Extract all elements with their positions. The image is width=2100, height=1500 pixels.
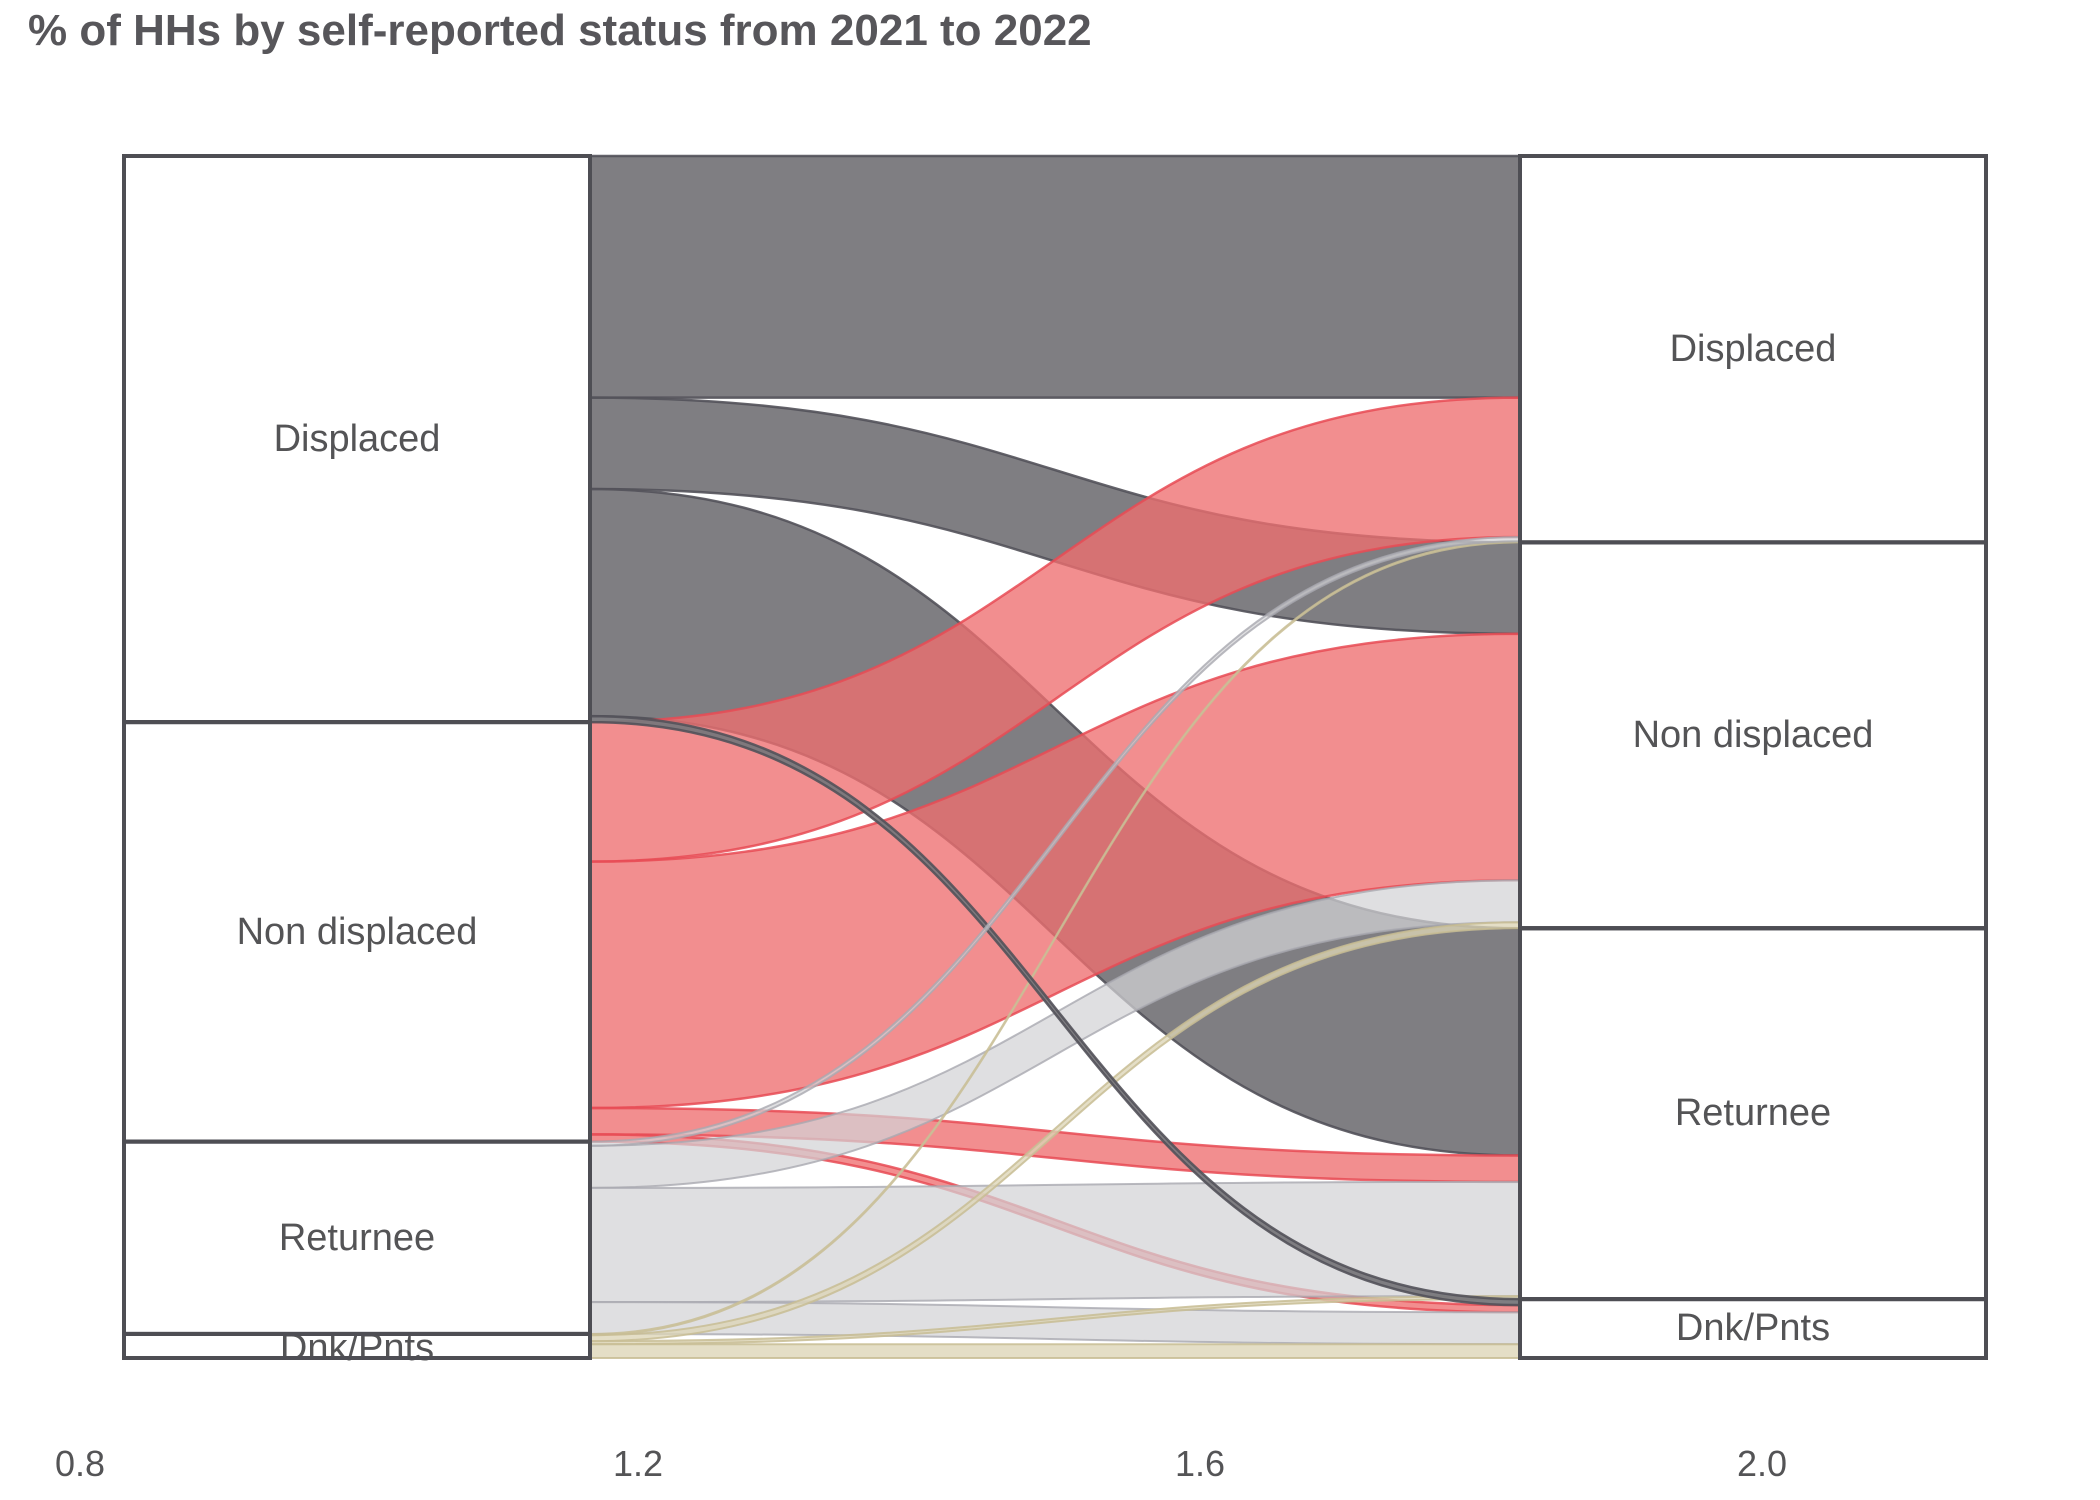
stratum-2021-non-displaced — [122, 720, 592, 1144]
chart-title: % of HHs by self-reported status from 20… — [28, 6, 1092, 55]
strata-boxes-layer — [122, 154, 1988, 1360]
x-tick-1-6: 1.6 — [1175, 1443, 1225, 1484]
right-stratum-label-displaced: Displaced — [1670, 328, 1837, 370]
right-stratum-label-dnk-pnts: Dnk/Pnts — [1676, 1307, 1830, 1349]
x-axis: 0.8 1.2 1.6 2.0 — [55, 1443, 1787, 1484]
x-tick-2-0: 2.0 — [1737, 1443, 1787, 1484]
left-stratum-label-returnee: Returnee — [279, 1217, 435, 1259]
left-stratum-label-displaced: Displaced — [274, 418, 441, 460]
stratum-2021-displaced — [122, 154, 592, 725]
flows-layer — [588, 154, 1522, 1360]
strata-borders-overlay — [122, 154, 1988, 1360]
stratum-2022-non-displaced — [1518, 540, 1988, 931]
stratum-2022-returnee — [1518, 926, 1988, 1302]
x-tick-0-8: 0.8 — [55, 1443, 105, 1484]
left-stratum-label-non-displaced: Non displaced — [237, 911, 478, 953]
flow-displaced-to-displaced — [588, 154, 1522, 399]
stratum-border-2021-dnk-pnts — [122, 1332, 592, 1360]
x-tick-1-2: 1.2 — [613, 1443, 663, 1484]
stratum-2021-returnee — [122, 1139, 592, 1336]
stratum-2022-displaced — [1518, 154, 1988, 545]
flow-dnk-pnts-to-dnk-pnts — [589, 1343, 1521, 1360]
stratum-border-2022-dnk-pnts — [1518, 1297, 1988, 1360]
right-stratum-label-returnee: Returnee — [1675, 1092, 1831, 1134]
right-stratum-label-non-displaced: Non displaced — [1633, 714, 1874, 756]
